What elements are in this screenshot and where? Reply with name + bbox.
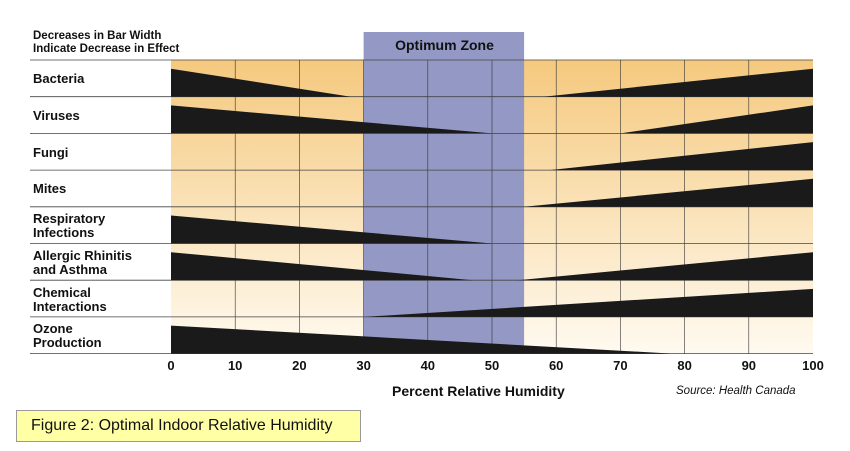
- x-tick-label: 80: [677, 358, 692, 373]
- category-label: Ozone Production: [33, 321, 102, 351]
- x-tick-label: 90: [741, 358, 757, 373]
- category-label: Bacteria: [33, 71, 85, 87]
- chart-note: Decreases in Bar Width Indicate Decrease…: [33, 30, 179, 56]
- wedge-low-5: [171, 252, 473, 281]
- x-tick-label: 70: [613, 358, 628, 373]
- wedge-low-4: [171, 215, 492, 244]
- x-axis-label: Percent Relative Humidity: [392, 383, 565, 399]
- category-label: Viruses: [33, 108, 80, 124]
- wedge-high-5: [517, 252, 813, 281]
- source-note: Source: Health Canada: [676, 385, 796, 397]
- category-label: Fungi: [33, 144, 69, 160]
- x-tick-label: 100: [802, 358, 824, 373]
- category-label: Chemical Interactions: [33, 284, 107, 314]
- x-tick-label: 60: [548, 358, 564, 373]
- x-tick-label: 0: [167, 358, 175, 373]
- optimum-zone: [363, 32, 525, 354]
- x-tick-label: 20: [292, 358, 307, 373]
- wedge-high-0: [543, 68, 813, 97]
- wedge-high-1: [620, 105, 813, 134]
- x-tick-label: 50: [484, 358, 500, 373]
- chart-note-line-1: Decreases in Bar Width: [33, 30, 162, 42]
- chart-note-line-2: Indicate Decrease in Effect: [33, 43, 180, 55]
- wedge-low-0: [171, 68, 351, 97]
- category-label: Allergic Rhinitis and Asthma: [33, 247, 132, 277]
- optimum-zone-label: Optimum Zone: [395, 37, 494, 53]
- category-label: Mites: [33, 181, 67, 197]
- wedge-high-3: [524, 178, 813, 207]
- x-tick-label: 10: [227, 358, 243, 373]
- wedge-low-7: [171, 325, 672, 354]
- wedge-high-2: [549, 142, 813, 171]
- x-tick-label: 40: [420, 358, 436, 373]
- wedge-high-6: [363, 288, 813, 317]
- x-tick-label: 30: [356, 358, 371, 373]
- category-label: Respiratory Infections: [33, 211, 106, 241]
- wedge-low-1: [171, 105, 492, 134]
- figure-caption: Figure 2: Optimal Indoor Relative Humidi…: [16, 410, 361, 442]
